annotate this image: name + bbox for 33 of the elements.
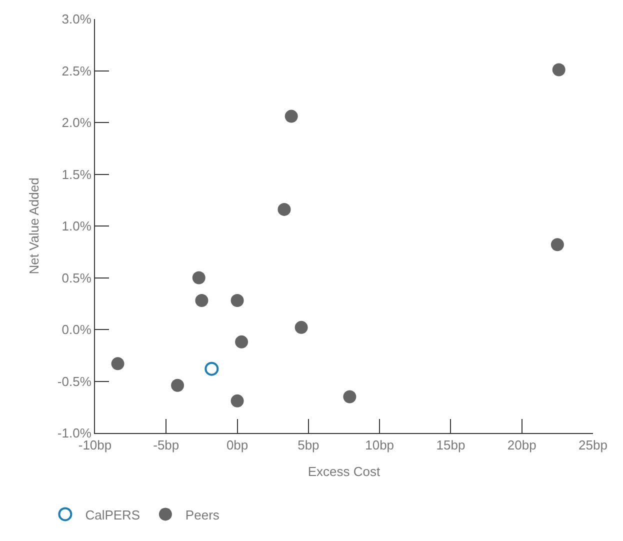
point [204, 362, 219, 376]
x-tick-label: 5bp [298, 438, 320, 453]
point [278, 202, 291, 216]
point [284, 110, 298, 123]
point [195, 294, 208, 308]
point [111, 357, 124, 370]
point [343, 390, 356, 404]
legend-label: CalPERS [85, 507, 140, 522]
x-tick-label: 0bp [226, 438, 248, 453]
y-tick-label: 1.5% [62, 166, 92, 182]
x-tick-label: 10bp [365, 438, 394, 453]
point [235, 335, 248, 348]
y-tick-label: 0.0% [62, 322, 92, 338]
x-tick-label: 15bp [436, 438, 466, 453]
point [550, 238, 564, 252]
point [171, 378, 184, 392]
x-tick-label: 25bp [578, 438, 608, 453]
y-tick-label: 2.0% [62, 115, 92, 130]
y-tick-label: 1.0% [62, 218, 92, 234]
x-tick-label: 20bp [507, 438, 536, 453]
x-axis-title: Excess Cost [308, 464, 381, 480]
legend-label: Peers [185, 507, 220, 522]
y-tick-label: 3.0% [62, 12, 92, 27]
y-tick-label: -0.5% [57, 374, 92, 389]
point [192, 271, 206, 284]
point [294, 320, 308, 334]
point [552, 63, 566, 76]
x-tick-label: -5bp [153, 438, 180, 453]
y-axis-title: Net Value Added [26, 178, 42, 274]
y-tick-label: 2.5% [62, 63, 92, 78]
point [230, 294, 244, 308]
y-tick-label: 0.5% [62, 270, 92, 286]
point [230, 394, 244, 408]
